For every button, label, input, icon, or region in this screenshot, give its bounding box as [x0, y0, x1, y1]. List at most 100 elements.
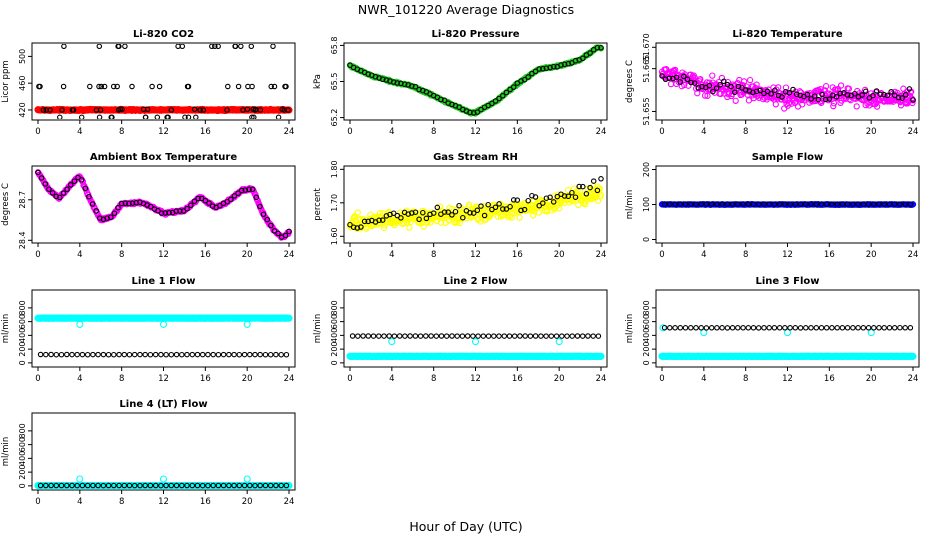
data-point	[855, 325, 861, 331]
data-point	[709, 72, 716, 79]
data-point	[48, 351, 54, 358]
data-point	[507, 203, 513, 210]
data-point	[491, 333, 497, 339]
panel-title: Line 3 Flow	[756, 276, 820, 287]
data-point	[271, 83, 278, 90]
series-averages	[661, 324, 914, 331]
data-point	[428, 333, 434, 339]
data-point	[166, 210, 172, 216]
data-point	[719, 325, 725, 331]
data-point	[564, 186, 572, 194]
data-point	[100, 351, 107, 358]
series-averages	[347, 44, 604, 116]
data-point	[543, 333, 549, 339]
data-point	[891, 201, 898, 207]
data-point	[772, 87, 778, 94]
data-point	[445, 209, 451, 215]
data-point	[871, 201, 877, 207]
data-point	[82, 185, 89, 192]
data-point	[43, 107, 50, 113]
data-point	[766, 325, 772, 331]
data-point	[349, 333, 356, 339]
data-point	[554, 191, 562, 198]
y-axis-label: ml/min	[625, 314, 635, 344]
data-point	[247, 482, 253, 489]
data-point	[538, 333, 544, 339]
data-point	[60, 83, 67, 90]
data-point	[283, 482, 290, 489]
data-point	[886, 325, 893, 331]
data-point	[380, 224, 388, 231]
x-tick-label: 0	[35, 374, 40, 384]
data-point	[53, 193, 59, 200]
data-point	[278, 482, 284, 489]
y-axis-label: degrees C	[625, 60, 635, 103]
y-tick-label: 200	[330, 341, 339, 356]
data-point	[583, 191, 590, 197]
data-point	[728, 83, 734, 90]
data-point	[129, 83, 135, 90]
x-tick-label: 4	[701, 127, 706, 137]
data-point	[768, 91, 774, 97]
y-axis-label: degrees C	[1, 183, 11, 226]
data-point	[511, 333, 518, 339]
data-point	[897, 201, 903, 207]
data-point	[238, 187, 245, 194]
data-point	[149, 83, 155, 90]
data-point	[116, 351, 122, 358]
data-point	[121, 351, 128, 358]
data-point	[231, 351, 237, 358]
data-point	[667, 325, 673, 331]
data-point	[659, 73, 665, 79]
data-point	[137, 482, 143, 489]
y-tick-label: 51.670	[642, 33, 651, 61]
data-point	[682, 325, 689, 331]
data-point	[142, 482, 148, 489]
data-point	[543, 65, 550, 71]
data-point	[152, 482, 159, 489]
data-point	[724, 325, 731, 331]
data-point	[808, 201, 814, 207]
data-point	[228, 196, 234, 203]
data-point	[585, 333, 591, 339]
data-point	[202, 197, 209, 204]
data-point	[536, 66, 542, 72]
data-point	[43, 351, 49, 358]
data-point	[53, 351, 60, 358]
data-point	[197, 107, 203, 113]
y-tick-label: 0	[330, 360, 339, 365]
data-point	[76, 475, 84, 483]
data-point	[594, 44, 601, 51]
data-point	[420, 209, 426, 216]
data-point	[257, 107, 264, 113]
data-point	[547, 194, 553, 201]
data-point	[844, 201, 851, 207]
data-point	[360, 333, 366, 339]
data-point	[184, 482, 190, 489]
data-point	[732, 89, 738, 96]
data-point	[703, 201, 710, 207]
data-point	[478, 106, 484, 113]
data-point	[500, 206, 506, 212]
data-point	[834, 325, 840, 331]
series-dense	[346, 182, 605, 233]
panel-2: Li-820 Pressure kPa 0 4 8 12 16 20 24 65.2 65.5 65.…	[313, 29, 608, 137]
data-point	[95, 482, 101, 489]
data-point	[661, 324, 668, 331]
data-point	[881, 201, 887, 207]
data-point	[812, 93, 818, 99]
data-point	[595, 333, 602, 339]
series-averages	[661, 201, 914, 208]
data-point	[818, 201, 825, 207]
y-tick-label: 200	[18, 464, 27, 479]
data-point	[78, 114, 85, 119]
data-point	[580, 55, 586, 62]
data-point	[90, 351, 96, 358]
panel-7: Line 1 Flow ml/min 0 4 8 12 16 20 24 0 20040060080…	[1, 276, 296, 384]
data-point	[275, 230, 281, 237]
data-point	[188, 202, 194, 209]
data-point	[796, 88, 803, 95]
series-averages	[35, 169, 292, 240]
y-tick-label: 500	[18, 49, 27, 64]
data-point	[870, 92, 876, 99]
